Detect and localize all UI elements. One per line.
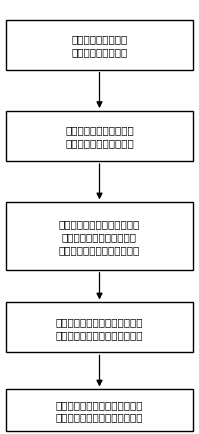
FancyBboxPatch shape [6,112,193,161]
Text: 被剔出产品沿滑落导轨滑落到不
合格产品堆放处，等待补料续流: 被剔出产品沿滑落导轨滑落到不 合格产品堆放处，等待补料续流 [56,399,143,421]
Text: 计量称采集装满料的包装
袋的重量并传输到控制器: 计量称采集装满料的包装 袋的重量并传输到控制器 [65,125,134,148]
FancyBboxPatch shape [6,390,193,431]
Text: 装满料的包装袋通过
传输带传输到计量称: 装满料的包装袋通过 传输带传输到计量称 [71,34,128,57]
FancyBboxPatch shape [6,303,193,352]
FancyBboxPatch shape [6,20,193,70]
Text: 控制器判断采集的包装袋的重
量与设定重量是否相符，并
将控制器指令传输到清除装置: 控制器判断采集的包装袋的重 量与设定重量是否相符，并 将控制器指令传输到清除装置 [59,219,140,254]
Text: 剔除装置根据控制器指令，控制
剔除臂将不合格产品剔出传送带: 剔除装置根据控制器指令，控制 剔除臂将不合格产品剔出传送带 [56,316,143,339]
FancyBboxPatch shape [6,203,193,270]
